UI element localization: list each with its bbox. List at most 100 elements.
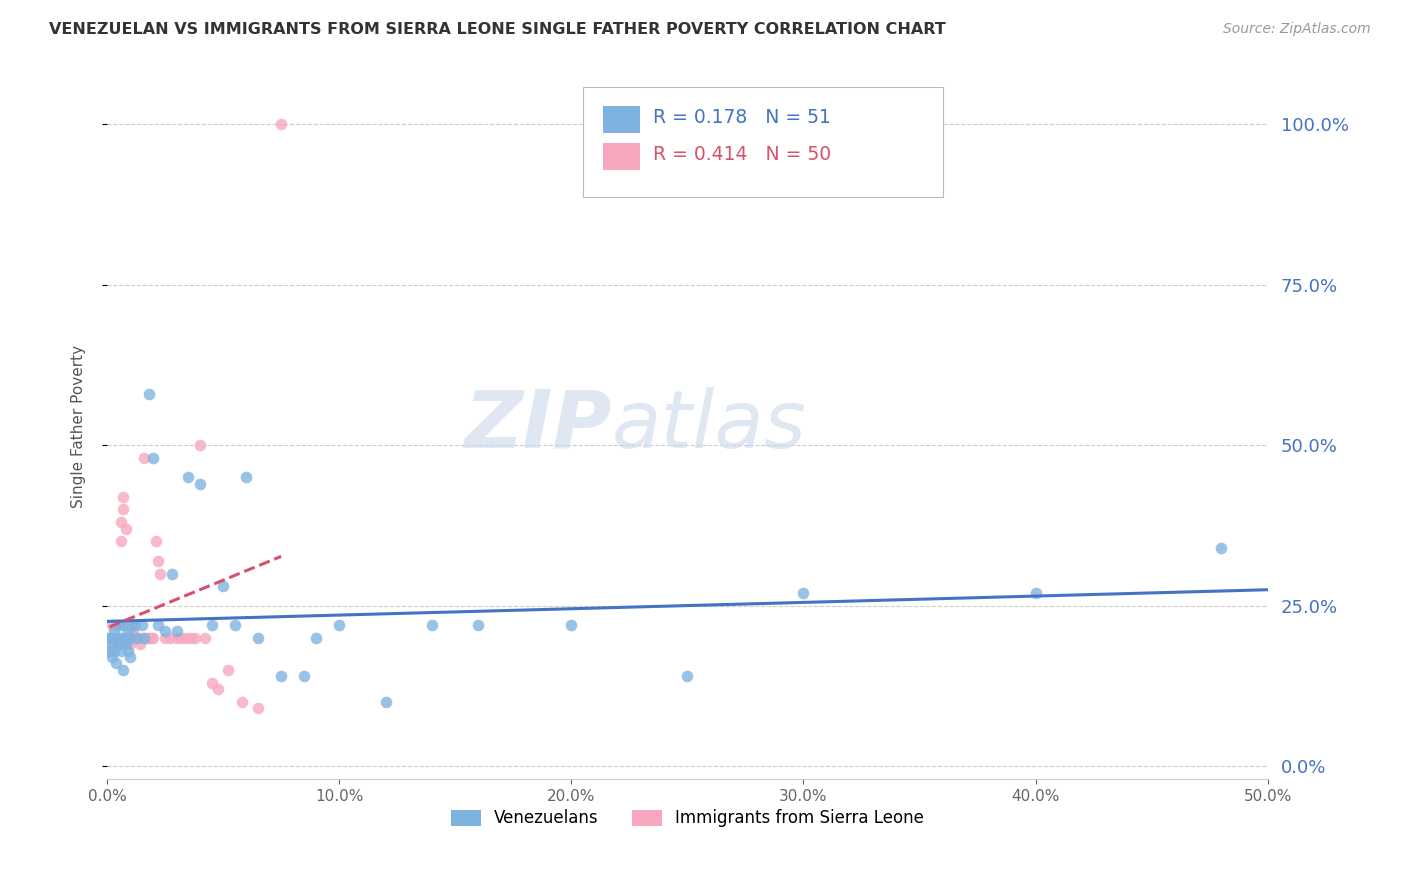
Point <box>149 566 172 581</box>
Point <box>270 669 292 683</box>
Point <box>305 631 328 645</box>
Point <box>153 624 176 639</box>
Point <box>231 695 253 709</box>
Point <box>100 631 122 645</box>
Point <box>112 618 135 632</box>
Point <box>420 618 443 632</box>
Point <box>127 631 149 645</box>
Point <box>188 438 211 452</box>
Point <box>127 631 149 645</box>
Point <box>117 624 139 639</box>
Point <box>134 631 156 645</box>
Point <box>107 637 129 651</box>
Text: VENEZUELAN VS IMMIGRANTS FROM SIERRA LEONE SINGLE FATHER POVERTY CORRELATION CHA: VENEZUELAN VS IMMIGRANTS FROM SIERRA LEO… <box>49 22 946 37</box>
Point <box>110 643 132 657</box>
Point <box>117 631 139 645</box>
Text: R = 0.178   N = 51: R = 0.178 N = 51 <box>652 108 831 127</box>
Point <box>1024 586 1046 600</box>
Text: ZIP: ZIP <box>464 387 612 465</box>
Point <box>103 631 125 645</box>
Point <box>114 631 136 645</box>
Point <box>98 643 121 657</box>
Point <box>174 631 197 645</box>
FancyBboxPatch shape <box>603 106 640 133</box>
Point <box>246 701 269 715</box>
Text: R = 0.414   N = 50: R = 0.414 N = 50 <box>652 145 831 163</box>
Point <box>110 534 132 549</box>
Point <box>110 631 132 645</box>
Point <box>160 566 183 581</box>
Point <box>792 586 814 600</box>
Point <box>110 515 132 529</box>
Point <box>138 387 160 401</box>
Legend: Venezuelans, Immigrants from Sierra Leone: Venezuelans, Immigrants from Sierra Leon… <box>444 803 931 834</box>
Point <box>107 618 129 632</box>
FancyBboxPatch shape <box>603 143 640 169</box>
Point <box>117 618 139 632</box>
Point <box>105 618 128 632</box>
Point <box>121 618 143 632</box>
Point <box>120 631 142 645</box>
Point <box>217 663 239 677</box>
Point <box>166 631 188 645</box>
Point <box>177 470 200 484</box>
Point <box>246 631 269 645</box>
Point <box>146 618 169 632</box>
Point <box>105 631 128 645</box>
Point <box>124 631 146 645</box>
Text: atlas: atlas <box>612 387 807 465</box>
Point <box>112 490 135 504</box>
Point <box>235 470 257 484</box>
Point <box>114 631 136 645</box>
Point <box>120 650 142 665</box>
Point <box>1211 541 1233 555</box>
Point <box>105 657 128 671</box>
Point <box>166 624 188 639</box>
Point <box>193 631 215 645</box>
Point <box>120 637 142 651</box>
Point <box>184 631 207 645</box>
Point <box>103 624 125 639</box>
Point <box>107 631 129 645</box>
Point <box>112 502 135 516</box>
Point <box>100 631 122 645</box>
Point <box>146 554 169 568</box>
Point <box>145 534 167 549</box>
Y-axis label: Single Father Poverty: Single Father Poverty <box>72 344 86 508</box>
Point <box>98 631 121 645</box>
Point <box>212 579 235 593</box>
Point <box>200 618 222 632</box>
Point <box>207 682 229 697</box>
Point <box>170 631 193 645</box>
Point <box>114 522 136 536</box>
Point <box>180 631 202 645</box>
Point <box>124 618 146 632</box>
Point <box>142 450 165 465</box>
Point <box>224 618 246 632</box>
Point <box>292 669 315 683</box>
Point <box>121 624 143 639</box>
Point <box>105 637 128 651</box>
Point <box>374 695 396 709</box>
Point <box>112 631 135 645</box>
Point <box>200 675 222 690</box>
Point <box>676 669 699 683</box>
Point <box>114 637 136 651</box>
Point <box>131 618 153 632</box>
Point <box>134 450 156 465</box>
Point <box>467 618 489 632</box>
Point <box>138 631 160 645</box>
Point <box>560 618 582 632</box>
Point <box>103 643 125 657</box>
Point <box>121 631 143 645</box>
Point <box>107 637 129 651</box>
Point <box>128 637 150 651</box>
Point <box>103 643 125 657</box>
Point <box>141 631 163 645</box>
Point <box>112 663 135 677</box>
Point <box>100 618 122 632</box>
Text: Source: ZipAtlas.com: Source: ZipAtlas.com <box>1223 22 1371 37</box>
Point <box>188 476 211 491</box>
Point <box>120 631 142 645</box>
Point <box>100 637 122 651</box>
